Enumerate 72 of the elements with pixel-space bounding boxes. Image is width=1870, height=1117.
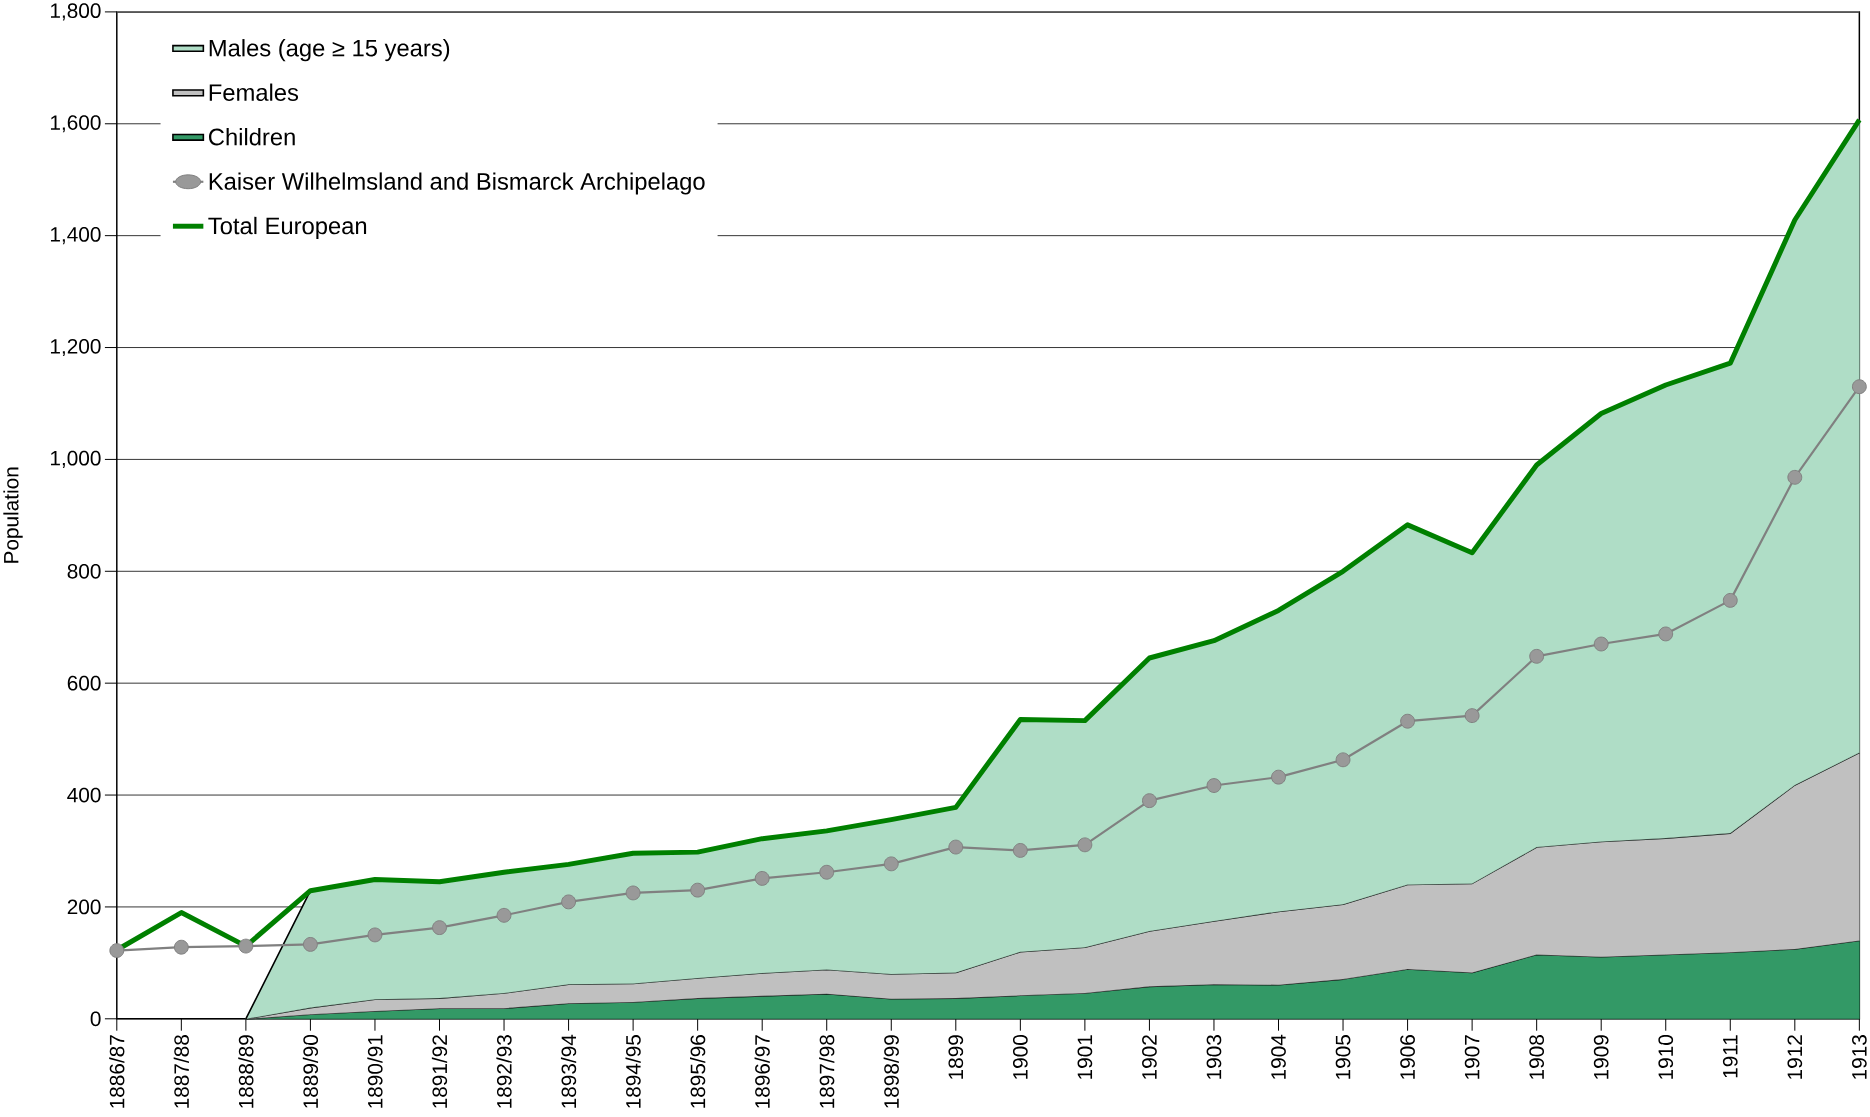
- x-tick-label: 1889/90: [302, 1035, 319, 1108]
- x-tick-label: 1907: [1464, 1035, 1480, 1079]
- point: [109, 943, 125, 959]
- point: [1658, 626, 1674, 642]
- point: [1077, 837, 1093, 853]
- legend-label: Females: [209, 83, 299, 102]
- x-tick-label: 1903: [1206, 1035, 1222, 1079]
- legend-label: Males (age ≥ 15 years): [209, 39, 450, 62]
- point: [496, 907, 512, 923]
- x-tick-label: 1906: [1400, 1035, 1415, 1079]
- point: [1851, 379, 1867, 395]
- x-tick-label: 1904: [1271, 1034, 1286, 1079]
- point: [1271, 769, 1286, 785]
- point: [1593, 636, 1609, 652]
- point: [625, 885, 641, 901]
- x-tick-label: 1911: [1722, 1035, 1738, 1078]
- y-tick-label: 600: [67, 675, 101, 691]
- y-tick-label: 1,400: [50, 227, 101, 245]
- point: [1335, 752, 1351, 768]
- x-tick-label: 1894/95: [625, 1035, 641, 1108]
- point: [883, 856, 899, 872]
- x-tick-label: 1912: [1787, 1035, 1803, 1079]
- y-tick-label: 200: [67, 899, 101, 915]
- point: [1206, 778, 1222, 794]
- point: [1787, 469, 1803, 485]
- point: [819, 864, 835, 880]
- point: [1529, 648, 1545, 664]
- x-tick-label: 1887/88: [173, 1035, 189, 1108]
- x-tick-label: 1902: [1142, 1035, 1157, 1079]
- x-tick-label: 1893/94: [560, 1034, 577, 1108]
- x-tick-label: 1896/97: [754, 1035, 770, 1108]
- point: [1722, 593, 1738, 608]
- point: [1464, 708, 1480, 724]
- x-tick-label: 1899: [948, 1035, 964, 1079]
- point: [1012, 843, 1028, 858]
- x-tick-label: 1890/91: [367, 1035, 383, 1108]
- y-tick-label: 1,800: [50, 3, 101, 21]
- point: [432, 920, 447, 936]
- x-tick-label: 1892/93: [496, 1035, 512, 1108]
- point: [561, 894, 577, 910]
- x-tick-label: 1913: [1851, 1035, 1867, 1079]
- x-tick-label: 1898/99: [883, 1035, 899, 1108]
- legend-label: Total European: [208, 216, 367, 240]
- x-tick-label: 1886/87: [109, 1035, 125, 1108]
- y-tick-label: 1,200: [50, 339, 101, 357]
- x-tick-label: 1901: [1077, 1035, 1093, 1079]
- x-tick-label: 1900: [1012, 1035, 1028, 1079]
- legend-label: Children: [209, 128, 295, 146]
- point: [1142, 793, 1157, 809]
- x-tick-label: 1897/98: [819, 1035, 835, 1108]
- point: [302, 937, 318, 952]
- x-tick-label: 1909: [1593, 1035, 1609, 1079]
- y-tick-label: 800: [67, 564, 101, 579]
- y-tick-label: 1,600: [50, 115, 101, 133]
- point: [754, 871, 770, 886]
- x-tick-label: 1891/92: [431, 1035, 448, 1108]
- y-tick-label: 400: [67, 787, 101, 803]
- point: [948, 839, 964, 855]
- y-tick-label: 1,000: [50, 450, 101, 469]
- x-tick-label: 1910: [1658, 1035, 1674, 1079]
- y-axis-title: Population: [3, 467, 23, 563]
- x-tick-label: 1895/96: [690, 1035, 706, 1108]
- point: [1400, 713, 1416, 729]
- point: [238, 938, 254, 954]
- point: [690, 882, 706, 898]
- legend-label: Kaiser Wilhelmsland and Bismarck Archipelago: [209, 172, 705, 195]
- y-tick-label: 0: [90, 1011, 101, 1027]
- x-tick-label: 1905: [1335, 1035, 1351, 1079]
- x-tick-label: 1888/89: [238, 1035, 254, 1108]
- point: [173, 939, 189, 955]
- point: [367, 927, 383, 943]
- x-tick-label: 1908: [1529, 1035, 1545, 1079]
